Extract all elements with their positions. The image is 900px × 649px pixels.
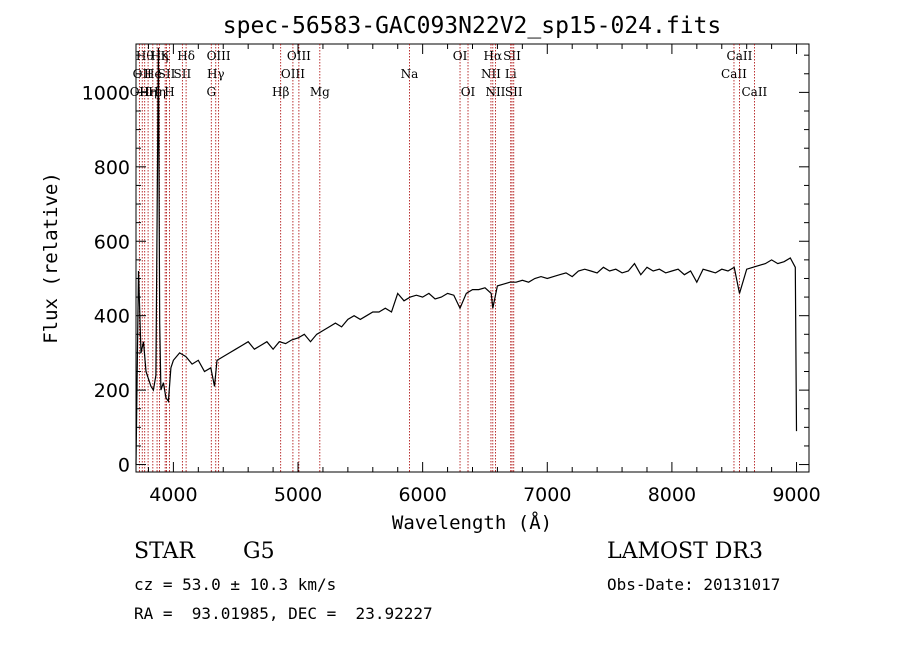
line-label-1: OII	[133, 67, 153, 81]
chart-title: spec-56583-GAC093N22V2_sp15-024.fits	[223, 13, 722, 39]
line-label-30: CaII	[741, 85, 767, 99]
line-label-22: NII	[481, 67, 501, 81]
y-tick-label: 600	[94, 231, 130, 253]
survey-name: LAMOST DR3	[607, 539, 763, 564]
spectrum-line	[135, 47, 798, 465]
spectral-line-markers: OIIOIIHθHηHeHηHηKSIIHSIIHδGHγOIIIHβOIIIO…	[130, 44, 768, 472]
line-label-10: SII	[174, 67, 192, 81]
y-axis-label: Flux (relative)	[40, 172, 62, 344]
y-axis: 0 200 400 600 800 1000	[82, 54, 809, 477]
line-label-26: SII	[503, 49, 521, 63]
coordinates: RA = 93.01985, DEC = 23.92227	[134, 604, 433, 623]
line-label-8: SII	[158, 67, 176, 81]
line-label-17: OIII	[287, 49, 311, 63]
y-tick-label: 400	[94, 306, 130, 328]
line-label-7: K	[161, 49, 171, 63]
line-label-5: Hη	[148, 85, 166, 99]
x-tick-label: 8000	[648, 484, 696, 506]
line-label-13: Hγ	[207, 67, 225, 81]
y-tick-label: 200	[94, 380, 130, 402]
x-axis-label: Wavelength (Å)	[392, 511, 552, 534]
x-tick-label: 6000	[398, 484, 446, 506]
x-tick-label: 4000	[149, 484, 197, 506]
line-label-15: Hβ	[272, 85, 289, 99]
line-label-28: CaII	[721, 67, 747, 81]
line-label-12: G	[206, 85, 216, 99]
line-label-29: CaII	[727, 49, 753, 63]
x-tick-label: 7000	[523, 484, 571, 506]
redshift-text: cz = 53.0 ± 10.3 km/s	[134, 575, 337, 594]
line-label-20: OI	[453, 49, 468, 63]
obs-date: Obs-Date: 20131017	[607, 575, 781, 594]
object-class: STAR	[134, 539, 195, 564]
line-label-2: Hθ	[136, 49, 154, 63]
line-label-27: SII	[505, 85, 523, 99]
y-tick-label: 800	[94, 157, 130, 179]
y-tick-label: 0	[118, 455, 130, 477]
line-label-21: OI	[461, 85, 476, 99]
line-label-14: OIII	[207, 49, 231, 63]
object-subclass: G5	[243, 539, 275, 564]
line-label-25: Li	[505, 67, 517, 81]
x-tick-label: 9000	[772, 484, 820, 506]
line-label-16: OIII	[281, 67, 305, 81]
line-label-11: Hδ	[177, 49, 195, 63]
line-label-6: Hη	[151, 49, 169, 63]
line-label-18: Mg	[310, 85, 330, 99]
line-label-19: Na	[401, 67, 419, 81]
y-tick-label: 1000	[82, 82, 130, 104]
plot-frame	[135, 43, 810, 473]
line-label-9: H	[164, 85, 174, 99]
x-tick-label: 5000	[274, 484, 322, 506]
line-label-23: Hα	[484, 49, 503, 63]
line-label-24: NII	[485, 85, 505, 99]
x-axis: 4000 5000 6000 7000 8000 9000	[147, 44, 821, 506]
